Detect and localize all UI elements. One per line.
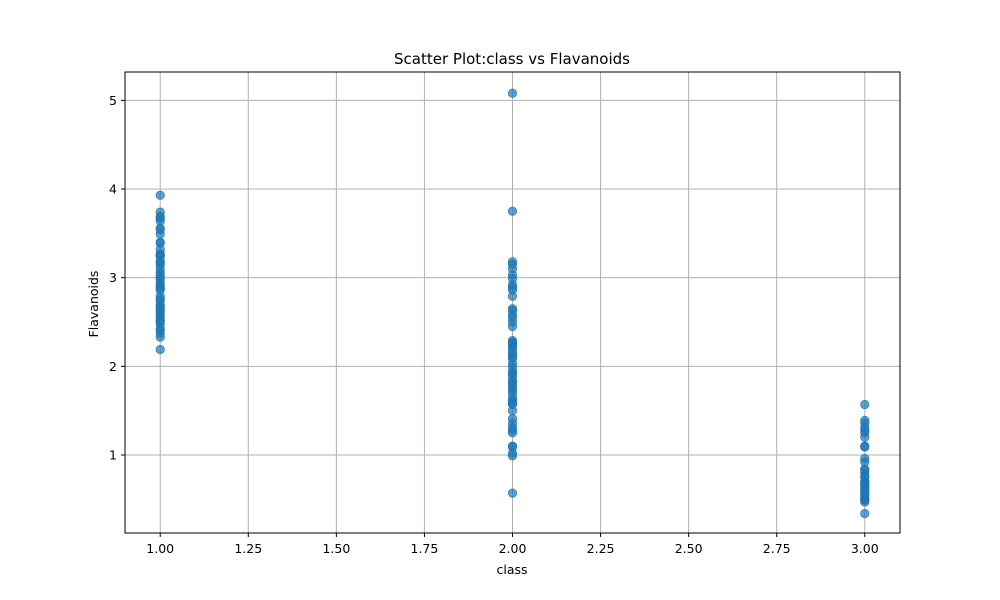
data-point xyxy=(155,332,165,342)
data-points xyxy=(155,88,870,519)
data-point xyxy=(860,432,870,442)
y-tick-label: 5 xyxy=(109,93,117,108)
data-point xyxy=(507,321,518,332)
x-tick-label: 2.25 xyxy=(587,541,615,556)
y-axis-ticks: 1 2 3 4 5 xyxy=(109,93,125,462)
data-point xyxy=(155,190,165,200)
y-tick-label: 3 xyxy=(109,270,117,285)
x-tick-label: 1.75 xyxy=(411,541,439,556)
x-tick-label: 2.75 xyxy=(763,541,791,556)
grid xyxy=(125,72,900,533)
data-point xyxy=(860,508,870,519)
data-point xyxy=(507,428,518,438)
data-point xyxy=(860,497,870,507)
chart-title: Scatter Plot:class vs Flavanoids xyxy=(394,50,630,68)
y-axis-title: Flavanoids xyxy=(86,271,101,338)
x-axis-ticks: 1.00 1.25 1.50 1.75 2.00 2.25 2.50 2.75 3.00 xyxy=(146,533,879,556)
x-tick-label: 1.25 xyxy=(234,541,262,556)
y-tick-label: 2 xyxy=(109,359,117,374)
x-tick-label: 2.50 xyxy=(675,541,703,556)
x-tick-label: 1.50 xyxy=(322,541,350,556)
data-point xyxy=(507,88,518,98)
x-tick-label: 1.00 xyxy=(146,541,174,556)
data-point xyxy=(507,406,518,416)
data-point xyxy=(155,229,165,239)
y-tick-label: 1 xyxy=(109,447,117,462)
x-tick-label: 2.00 xyxy=(499,541,527,556)
x-tick-label: 3.00 xyxy=(851,541,879,556)
data-point xyxy=(507,451,518,461)
data-point xyxy=(507,488,518,498)
data-point xyxy=(507,206,518,216)
data-point xyxy=(507,291,518,301)
x-axis-title: class xyxy=(496,562,527,577)
y-tick-label: 4 xyxy=(109,182,117,197)
data-point xyxy=(155,344,165,355)
data-point xyxy=(860,442,870,452)
data-point xyxy=(860,399,870,410)
